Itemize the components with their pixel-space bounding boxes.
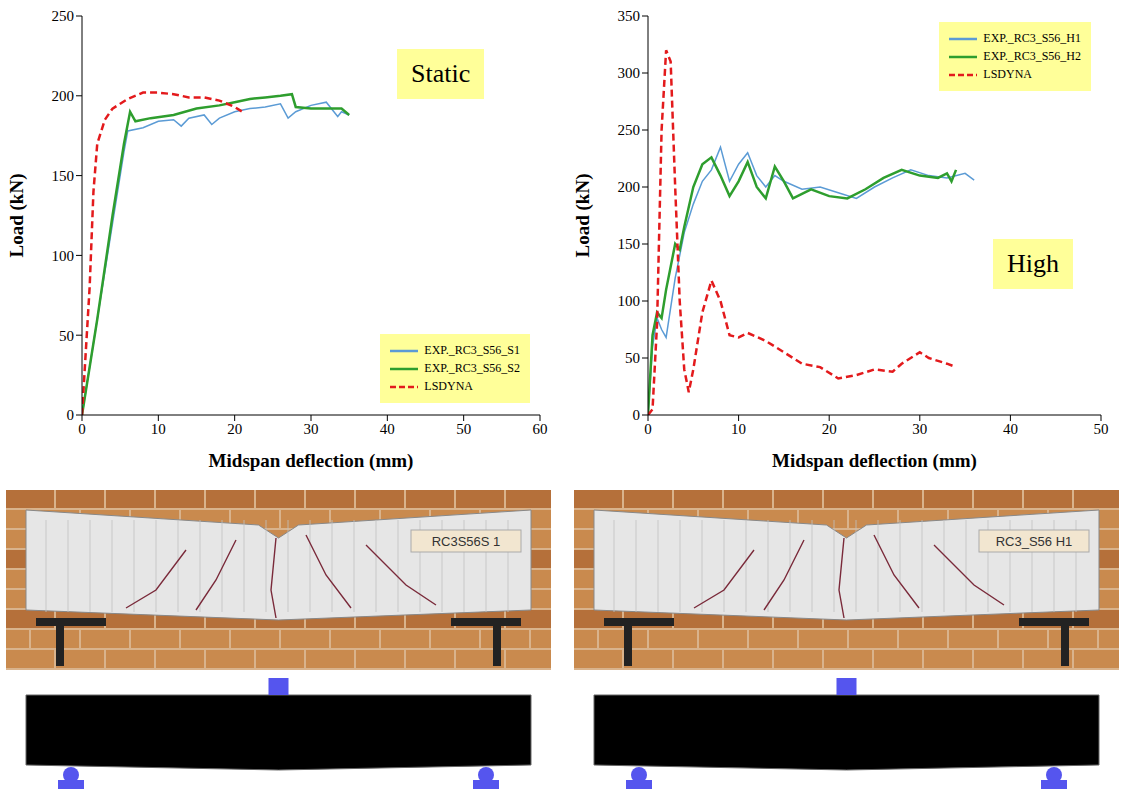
html-text:EXP._RC3_S56_H1: EXP._RC3_S56_H1	[983, 31, 1081, 45]
html-text:High: High	[1007, 249, 1059, 278]
svg-text:Midspan deflection (mm): Midspan deflection (mm)	[772, 450, 977, 472]
svg-text:200: 200	[52, 88, 75, 104]
svg-text:Midspan deflection (mm): Midspan deflection (mm)	[209, 450, 414, 472]
svg-text:30: 30	[304, 421, 319, 437]
html-text:EXP._RC3_S56_S2: EXP._RC3_S56_S2	[424, 361, 520, 375]
svg-text:200: 200	[618, 179, 641, 195]
svg-text:RC3S56S 1: RC3S56S 1	[432, 534, 501, 549]
svg-text:350: 350	[618, 8, 641, 24]
svg-text:50: 50	[1094, 421, 1109, 437]
svg-text:Load (kN): Load (kN)	[6, 174, 28, 258]
svg-text:20: 20	[822, 421, 837, 437]
html-text:LSDYNA: LSDYNA	[983, 67, 1032, 81]
html-text:EXP._RC3_S56_H2: EXP._RC3_S56_H2	[983, 49, 1081, 63]
svg-text:0: 0	[644, 421, 652, 437]
svg-text:250: 250	[52, 8, 75, 24]
svg-text:0: 0	[633, 407, 641, 423]
html-text:LSDYNA: LSDYNA	[424, 379, 473, 393]
svg-text:150: 150	[618, 236, 641, 252]
svg-text:10: 10	[151, 421, 166, 437]
svg-text:30: 30	[912, 421, 927, 437]
svg-text:20: 20	[227, 421, 242, 437]
svg-text:0: 0	[67, 407, 75, 423]
html-text:EXP._RC3_S56_S1: EXP._RC3_S56_S1	[424, 343, 520, 357]
svg-text:300: 300	[618, 65, 641, 81]
svg-text:100: 100	[618, 293, 641, 309]
svg-text:40: 40	[1003, 421, 1018, 437]
svg-text:0: 0	[78, 421, 86, 437]
svg-text:10: 10	[731, 421, 746, 437]
svg-text:50: 50	[59, 328, 74, 344]
svg-text:RC3_S56 H1: RC3_S56 H1	[996, 534, 1073, 549]
svg-text:50: 50	[456, 421, 471, 437]
svg-text:100: 100	[52, 248, 75, 264]
svg-text:250: 250	[618, 122, 641, 138]
svg-text:60: 60	[533, 421, 548, 437]
svg-text:50: 50	[625, 350, 640, 366]
html-text:Static: Static	[411, 59, 471, 88]
svg-text:150: 150	[52, 168, 75, 184]
svg-text:Load (kN): Load (kN)	[572, 174, 594, 258]
svg-text:40: 40	[380, 421, 395, 437]
